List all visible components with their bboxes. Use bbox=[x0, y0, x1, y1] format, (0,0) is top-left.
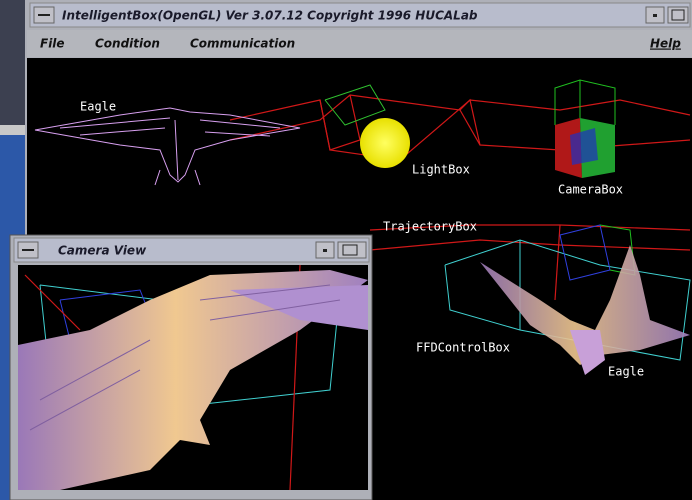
menu-bar bbox=[27, 30, 692, 57]
maximize-icon bbox=[342, 244, 358, 256]
camera-box bbox=[554, 79, 616, 178]
scene-label: Eagle bbox=[80, 100, 116, 114]
minimize-icon bbox=[653, 14, 657, 17]
camera-scene bbox=[18, 264, 368, 491]
scene-label: FFDControlBox bbox=[416, 341, 510, 355]
scene-label: LightBox bbox=[412, 163, 470, 177]
menu-item[interactable]: Help bbox=[650, 37, 681, 51]
menu-item[interactable]: Condition bbox=[95, 37, 160, 51]
light-box bbox=[324, 84, 410, 168]
scene-label: Eagle bbox=[608, 365, 644, 379]
light-sphere bbox=[360, 118, 410, 168]
eagle-deformed bbox=[480, 245, 690, 375]
minimize-icon bbox=[323, 249, 327, 252]
maximize-button[interactable] bbox=[667, 6, 689, 24]
scene-label: TrajectoryBox bbox=[383, 220, 477, 234]
camera-title-bar bbox=[13, 237, 370, 263]
maximize-icon bbox=[671, 9, 685, 21]
maximize-button[interactable] bbox=[337, 241, 367, 259]
menu-item[interactable]: File bbox=[40, 37, 65, 51]
menu-item[interactable]: Communication bbox=[190, 37, 295, 51]
scene-label: CameraBox bbox=[558, 183, 623, 197]
title-bar bbox=[29, 2, 691, 28]
desktop-edge bbox=[0, 125, 30, 135]
eagle-model bbox=[34, 107, 301, 186]
camera-window-title: Camera View bbox=[58, 244, 147, 258]
window-title: IntelligentBox(OpenGL) Ver 3.07.12 Copyr… bbox=[62, 9, 478, 23]
